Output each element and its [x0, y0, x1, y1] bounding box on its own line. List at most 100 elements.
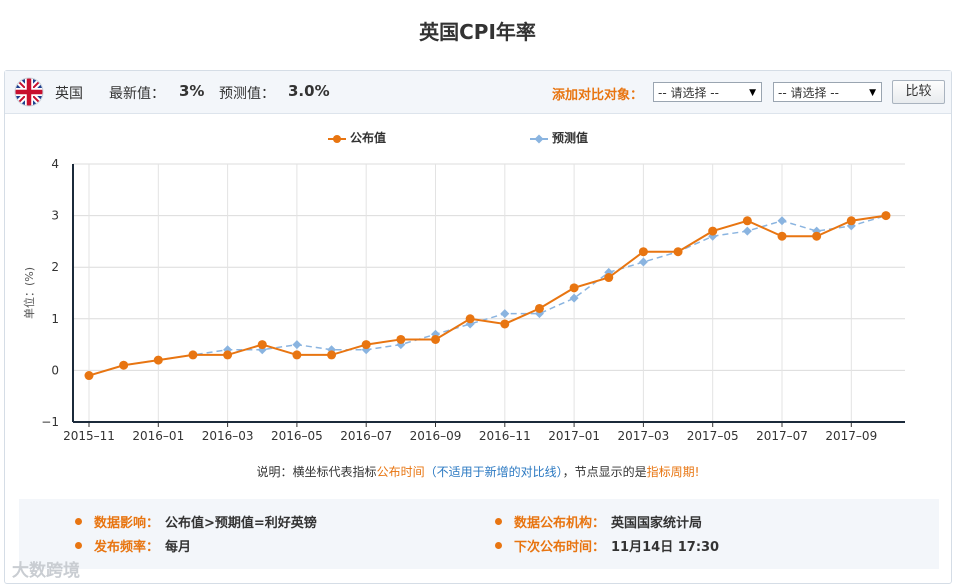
bullet-icon — [75, 542, 82, 549]
bullet-icon — [495, 542, 502, 549]
note-mid: ，节点显示的是 — [562, 465, 647, 479]
published-point — [327, 350, 337, 360]
published-point — [638, 247, 648, 257]
y-tick-label: 0 — [51, 363, 59, 377]
published-point — [569, 283, 579, 293]
x-tick-label: 2017–01 — [548, 429, 600, 443]
info-frequency: 发布频率： 每月 — [75, 536, 191, 555]
legend-published-marker — [328, 134, 346, 143]
chart-legend: 公布值 预测值 — [5, 129, 951, 149]
published-point — [846, 216, 856, 226]
forecast-value: 3.0% — [288, 82, 330, 100]
published-point — [742, 216, 752, 226]
note-end: ! — [694, 465, 700, 479]
note-period: 指标周期 — [646, 465, 695, 479]
bullet-icon — [495, 518, 502, 525]
published-point — [431, 334, 440, 344]
forecast-point — [569, 293, 579, 303]
published-point — [500, 319, 510, 329]
info-next-release: 下次公布时间： 11月14日 17:30 — [495, 536, 719, 555]
y-tick-label: 4 — [51, 157, 59, 171]
published-point — [361, 340, 371, 350]
published-point — [84, 371, 94, 381]
forecast-point — [777, 216, 787, 226]
legend-item-forecast[interactable]: 预测值 — [530, 129, 588, 146]
y-tick-label: 1 — [51, 312, 59, 326]
x-tick-label: 2017–07 — [756, 429, 808, 443]
compare-label: 添加对比对象： — [552, 88, 644, 103]
published-point — [119, 360, 129, 370]
published-point — [153, 355, 163, 365]
note-publish-time: 公布时间 — [376, 465, 425, 479]
legend-item-published[interactable]: 公布值 — [328, 129, 386, 146]
x-tick-label: 2015–11 — [63, 429, 115, 443]
forecast-point — [500, 309, 510, 319]
select-2-value: -- 请选择 -- — [778, 86, 839, 100]
x-tick-label: 2016–03 — [202, 429, 254, 443]
latest-value: 3% — [179, 82, 205, 100]
x-tick-label: 2017–09 — [825, 429, 877, 443]
compare-select-1[interactable]: -- 请选择 -- ▼ — [653, 82, 762, 102]
forecast-point — [292, 340, 302, 350]
chevron-down-icon: ▼ — [749, 88, 756, 98]
published-point — [188, 350, 198, 360]
published-point — [673, 247, 683, 257]
org-label: 数据公布机构： — [514, 516, 606, 531]
chart-panel: 英国 最新值： 3% 预测值： 3.0% 添加对比对象： -- 请选择 -- ▼… — [4, 70, 952, 584]
x-tick-label: 2017–05 — [687, 429, 739, 443]
info-org: 数据公布机构： 英国国家统计局 — [495, 512, 702, 531]
published-point — [257, 340, 267, 350]
y-tick-label: −1 — [41, 415, 59, 429]
chart-note: 说明：横坐标代表指标公布时间（不适用于新增的对比线），节点显示的是指标周期! — [5, 463, 951, 480]
toolbar: 英国 最新值： 3% 预测值： 3.0% 添加对比对象： -- 请选择 -- ▼… — [5, 71, 951, 114]
published-point — [292, 350, 302, 360]
info-box: 数据影响： 公布值>预期值=利好英镑 数据公布机构： 英国国家统计局 发布频率： 每月… — [19, 499, 939, 569]
y-tick-label: 2 — [51, 260, 59, 274]
x-tick-label: 2016–01 — [132, 429, 184, 443]
x-tick-label: 2017–03 — [617, 429, 669, 443]
published-point — [777, 231, 787, 241]
forecast-series-line — [88, 214, 887, 377]
published-point — [534, 303, 544, 313]
bullet-icon — [75, 518, 82, 525]
published-series-line — [88, 214, 887, 377]
line-chart: −1 0 1 2 3 4 2015–11 2016–01 2016–03 2016–05 2016–… — [22, 157, 905, 443]
note-prefix: 说明：横坐标代表指标 — [256, 465, 377, 479]
legend-forecast-label: 预测值 — [552, 131, 589, 145]
latest-label: 最新值： — [109, 86, 165, 102]
legend-forecast-marker — [530, 134, 548, 143]
published-point — [708, 226, 718, 236]
forecast-point — [638, 257, 648, 267]
compare-select-2[interactable]: -- 请选择 -- ▼ — [773, 82, 882, 102]
x-tick-label: 2016–11 — [479, 429, 531, 443]
uk-flag-icon — [14, 77, 44, 107]
next-release-label: 下次公布时间： — [514, 540, 606, 555]
frequency-value: 每月 — [165, 540, 192, 555]
legend-published-label: 公布值 — [350, 131, 387, 145]
compare-button[interactable]: 比较 — [892, 80, 945, 104]
org-value: 英国国家统计局 — [611, 516, 703, 531]
x-tick-label: 2016–05 — [271, 429, 323, 443]
impact-label: 数据影响： — [94, 516, 160, 531]
frequency-label: 发布频率： — [94, 540, 160, 555]
published-point — [604, 273, 614, 283]
published-point — [812, 231, 822, 241]
select-1-value: -- 请选择 -- — [658, 86, 719, 100]
info-impact: 数据影响： 公布值>预期值=利好英镑 — [75, 512, 317, 531]
y-tick-label: 3 — [51, 209, 59, 223]
note-paren: （不适用于新增的对比线） — [424, 465, 563, 479]
country-name: 英国 — [55, 86, 83, 102]
y-axis-title: 单位：(%) — [22, 267, 36, 319]
x-tick-label: 2016–07 — [340, 429, 392, 443]
forecast-label: 预测值： — [219, 86, 275, 102]
published-point — [223, 350, 233, 360]
watermark-logo: 大数跨境 — [12, 561, 80, 581]
published-point — [881, 211, 891, 221]
next-release-value: 11月14日 17:30 — [611, 540, 720, 555]
published-point — [465, 314, 475, 324]
impact-value: 公布值>预期值=利好英镑 — [165, 516, 317, 531]
published-point — [396, 334, 406, 344]
forecast-point — [742, 226, 752, 236]
page-title: 英国CPI年率 — [419, 20, 536, 44]
chevron-down-icon: ▼ — [869, 88, 876, 98]
